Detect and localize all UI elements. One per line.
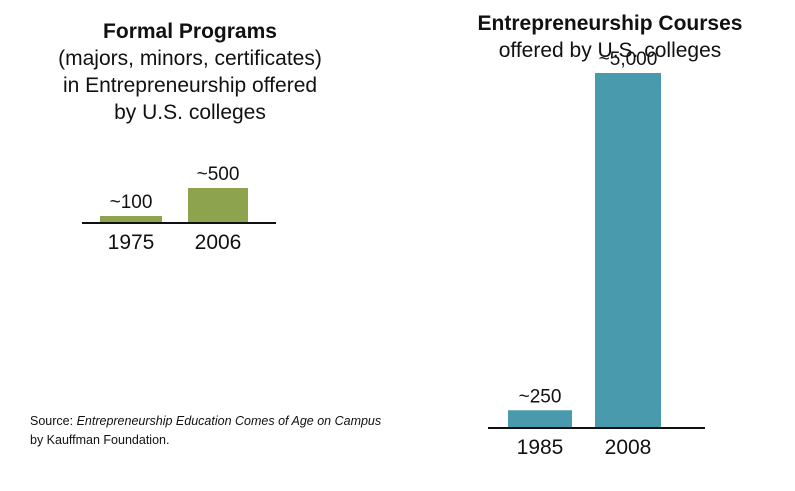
- left-chart-subtitle-line-1: (majors, minors, certificates): [58, 47, 322, 70]
- right-bar-1985: [508, 410, 572, 428]
- right-bar-2008: [595, 73, 661, 428]
- right-data-label-1985: ~250: [519, 386, 562, 407]
- source-title: Entrepreneurship Education Comes of Age …: [76, 414, 382, 428]
- left-data-label-1975: ~100: [110, 192, 153, 213]
- right-chart-title: Entrepreneurship Courses: [477, 12, 743, 35]
- left-chart-title-block: Formal Programs (majors, minors, certifi…: [10, 18, 370, 126]
- right-category-label-2008: 2008: [605, 436, 652, 459]
- right-chart-title-block: Entrepreneurship Courses offered by U.S.…: [440, 10, 780, 64]
- source-suffix: by Kauffman Foundation.: [30, 433, 170, 447]
- left-category-label-2006: 2006: [195, 231, 242, 254]
- left-category-label-1975: 1975: [108, 231, 155, 254]
- source-prefix: Source:: [30, 414, 77, 428]
- right-chart-subtitle: offered by U.S. colleges: [498, 39, 722, 62]
- source-note: Source: Entrepreneurship Education Comes…: [30, 412, 390, 450]
- left-chart-subtitle-line-3: by U.S. colleges: [114, 101, 266, 124]
- right-data-label-2008: ~5,000: [599, 49, 658, 70]
- left-bar-1975: [100, 216, 162, 223]
- left-data-label-2006: ~500: [197, 164, 240, 185]
- left-bar-2006: [188, 188, 248, 223]
- left-chart-title: Formal Programs: [103, 20, 277, 43]
- left-chart-subtitle-line-2: in Entrepreneurship offered: [62, 74, 318, 97]
- right-category-label-1985: 1985: [517, 436, 564, 459]
